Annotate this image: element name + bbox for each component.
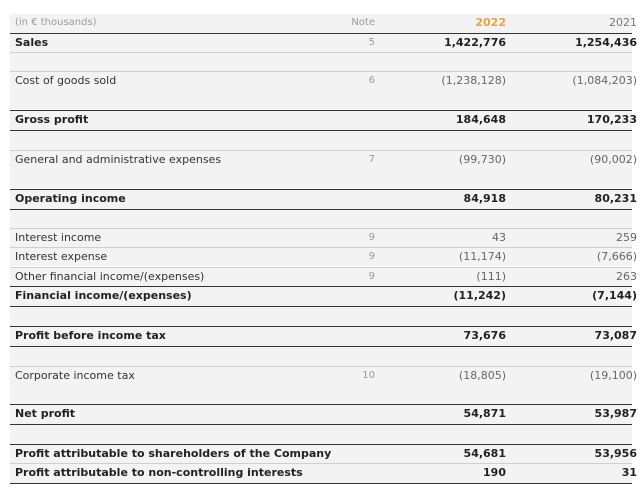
row-label: Net profit	[15, 407, 76, 420]
spacer-row	[10, 169, 632, 188]
value-2022: (18,805)	[458, 369, 506, 382]
row-label: Other financial income/(expenses)	[15, 270, 205, 283]
value-2022: 184,648	[455, 113, 506, 126]
spacer-row	[10, 307, 632, 326]
row-note: 9	[368, 232, 375, 243]
row-note	[290, 327, 375, 345]
value-2021: 1,254,436	[575, 36, 637, 49]
spacer-row	[10, 347, 632, 366]
table-row: Interest income 9 43 259	[10, 228, 637, 247]
row-label: Financial income/(expenses)	[15, 289, 192, 302]
row-note: 7	[368, 154, 375, 165]
row-label: Interest income	[15, 231, 102, 244]
row-note	[290, 287, 375, 305]
row-note: 9	[368, 271, 375, 282]
row-label: Operating income	[15, 192, 126, 205]
table-row: Gross profit 184,648 170,233	[10, 110, 637, 131]
table-row: Corporate income tax 10 (18,805) (19,100…	[10, 366, 637, 385]
value-2021: 170,233	[586, 113, 637, 126]
note-header: Note	[351, 17, 375, 28]
table-row: Financial income/(expenses) (11,242) (7,…	[10, 286, 637, 307]
value-2021: (90,002)	[589, 153, 637, 166]
table-row: Profit before income tax 73,676 73,087	[10, 326, 637, 347]
spacer-row	[10, 90, 632, 109]
row-note	[290, 111, 375, 129]
value-2022: 84,918	[463, 192, 506, 205]
value-2022: (1,238,128)	[441, 74, 506, 87]
table-row: General and administrative expenses 7 (9…	[10, 150, 637, 169]
table-row: Profit attributable to shareholders of t…	[10, 444, 637, 463]
table-row: Profit attributable to non-controlling i…	[10, 463, 637, 484]
row-note	[290, 190, 375, 208]
value-2021: 263	[616, 270, 637, 283]
row-note	[290, 464, 375, 482]
table-row: Operating income 84,918 80,231	[10, 189, 637, 210]
value-2022: 1,422,776	[444, 36, 506, 49]
value-2021: (7,144)	[592, 289, 637, 302]
spacer-row	[10, 131, 632, 150]
value-2022: (11,174)	[458, 250, 506, 263]
value-2021: (19,100)	[589, 369, 637, 382]
spacer-row	[10, 52, 632, 71]
row-note	[290, 445, 375, 463]
value-2022: 54,871	[463, 407, 506, 420]
row-note: 10	[362, 370, 375, 381]
table-row: Other financial income/(expenses) 9 (111…	[10, 267, 637, 286]
table-header: (in € thousands) Note 2022 2021	[10, 14, 637, 33]
row-label: Profit attributable to shareholders of t…	[15, 447, 332, 460]
value-2021: 80,231	[594, 192, 637, 205]
value-2022: 190	[483, 466, 506, 479]
table-row: Interest expense 9 (11,174) (7,666)	[10, 247, 637, 266]
value-2022: (11,242)	[453, 289, 506, 302]
value-2021: 73,087	[594, 329, 637, 342]
value-2021: 53,987	[594, 407, 637, 420]
row-label: Cost of goods sold	[15, 74, 117, 87]
row-label: Sales	[15, 36, 49, 49]
value-2021: 259	[616, 231, 637, 244]
value-2021: (7,666)	[596, 250, 637, 263]
row-label: Profit attributable to non-controlling i…	[15, 466, 303, 479]
row-note: 9	[368, 251, 375, 262]
spacer-row	[10, 385, 632, 404]
value-2021: 31	[621, 466, 637, 479]
unit-label: (in € thousands)	[15, 17, 97, 28]
value-2022: (111)	[476, 270, 506, 283]
value-2021: (1,084,203)	[572, 74, 637, 87]
spacer-row	[10, 425, 632, 444]
row-label: General and administrative expenses	[15, 153, 222, 166]
value-2022: 43	[492, 231, 506, 244]
value-2022: 73,676	[463, 329, 506, 342]
value-2022: (99,730)	[458, 153, 506, 166]
row-label: Interest expense	[15, 250, 108, 263]
value-2021: 53,956	[594, 447, 637, 460]
table-row: Net profit 54,871 53,987	[10, 404, 637, 425]
value-2022: 54,681	[463, 447, 506, 460]
row-note: 6	[368, 75, 375, 86]
year-2022-header: 2022	[475, 16, 506, 29]
row-note	[290, 405, 375, 423]
year-2021-header: 2021	[609, 16, 637, 29]
spacer-row	[10, 210, 632, 229]
row-label: Corporate income tax	[15, 369, 135, 382]
table-row: Sales 5 1,422,776 1,254,436	[10, 33, 637, 52]
row-note: 5	[368, 37, 375, 48]
row-label: Profit before income tax	[15, 329, 166, 342]
table-row: Cost of goods sold 6 (1,238,128) (1,084,…	[10, 71, 637, 90]
row-label: Gross profit	[15, 113, 89, 126]
